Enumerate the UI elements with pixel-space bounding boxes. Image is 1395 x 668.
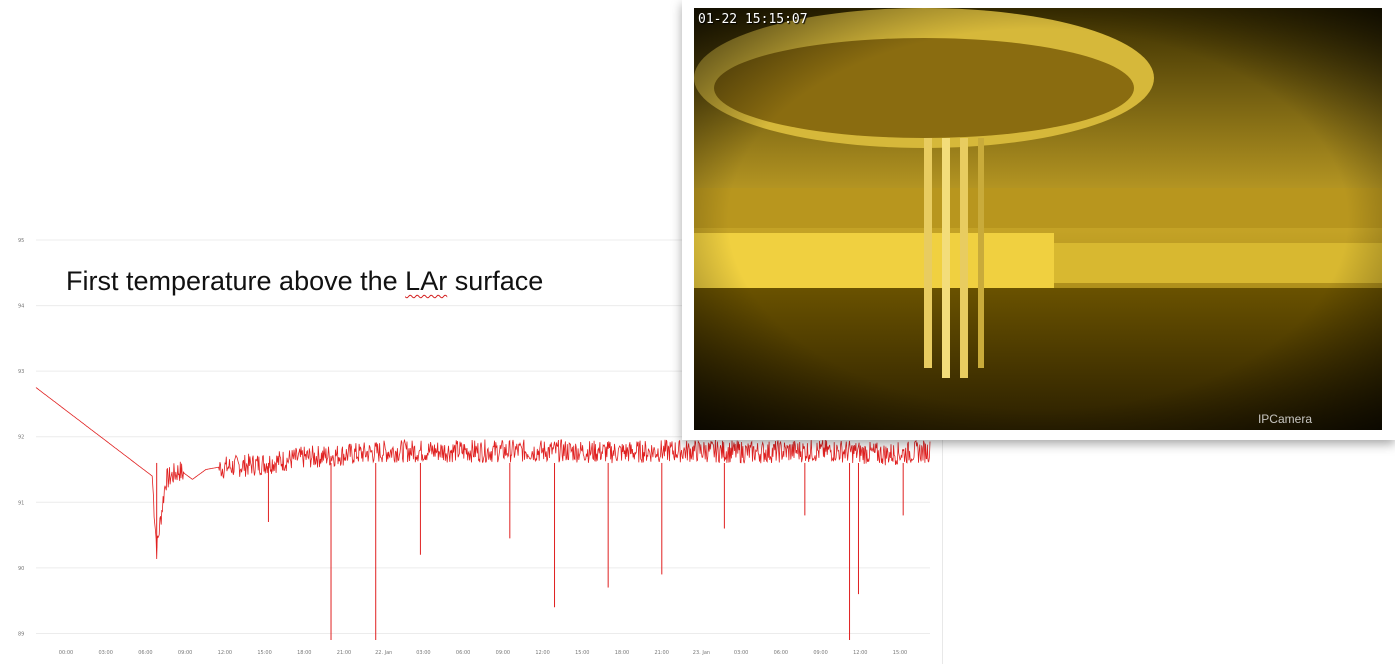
camera-photo-frame: 01-22 15:15:07 IPCamera (682, 0, 1395, 440)
camera-image-art (694, 8, 1382, 430)
x-tick-label: 15:00 (575, 650, 589, 656)
x-tick-label: 03:00 (416, 650, 430, 656)
x-tick-label: 15:00 (257, 650, 271, 656)
caption-part-1: First temperature above the (66, 266, 406, 296)
y-tick-label: 91 (18, 500, 24, 506)
temperature-series-line (35, 387, 931, 560)
slide-caption: First temperature above the LAr surface (66, 266, 543, 297)
x-tick-label: 12:00 (535, 650, 549, 656)
x-tick-label: 06:00 (774, 650, 788, 656)
x-tick-label: 00:00 (59, 650, 73, 656)
y-tick-label: 89 (18, 631, 24, 637)
x-tick-label: 23. Jan (693, 650, 710, 656)
y-tick-label: 92 (18, 435, 24, 441)
camera-photo: 01-22 15:15:07 IPCamera (694, 8, 1382, 430)
x-tick-label: 06:00 (456, 650, 470, 656)
x-tick-label: 06:00 (138, 650, 152, 656)
x-tick-label: 21:00 (337, 650, 351, 656)
y-tick-label: 90 (18, 566, 24, 572)
x-tick-label: 09:00 (496, 650, 510, 656)
camera-brand-label: IPCamera (1257, 412, 1312, 426)
x-tick-label: 03:00 (99, 650, 113, 656)
x-tick-label: 18:00 (615, 650, 629, 656)
caption-part-lar: LAr (405, 266, 448, 296)
y-tick-label: 93 (18, 369, 24, 375)
x-tick-label: 12:00 (853, 650, 867, 656)
x-tick-label: 21:00 (655, 650, 669, 656)
temperature-chart-svg: 89 90 91 92 93 94 95 00:00 03:00 06:00 09:00 12:00 1… (18, 238, 931, 656)
x-tick-label: 18:00 (297, 650, 311, 656)
x-tick-label: 15:00 (893, 650, 907, 656)
caption-part-3: surface (447, 266, 544, 296)
y-tick-label: 94 (18, 304, 24, 310)
x-tick-label: 22. Jan (375, 650, 392, 656)
x-tick-label: 12:00 (218, 650, 232, 656)
x-tick-label: 09:00 (813, 650, 827, 656)
x-tick-label: 03:00 (734, 650, 748, 656)
y-tick-label: 95 (18, 238, 24, 244)
camera-timestamp: 01-22 15:15:07 (698, 12, 808, 27)
x-tick-label: 09:00 (178, 650, 192, 656)
